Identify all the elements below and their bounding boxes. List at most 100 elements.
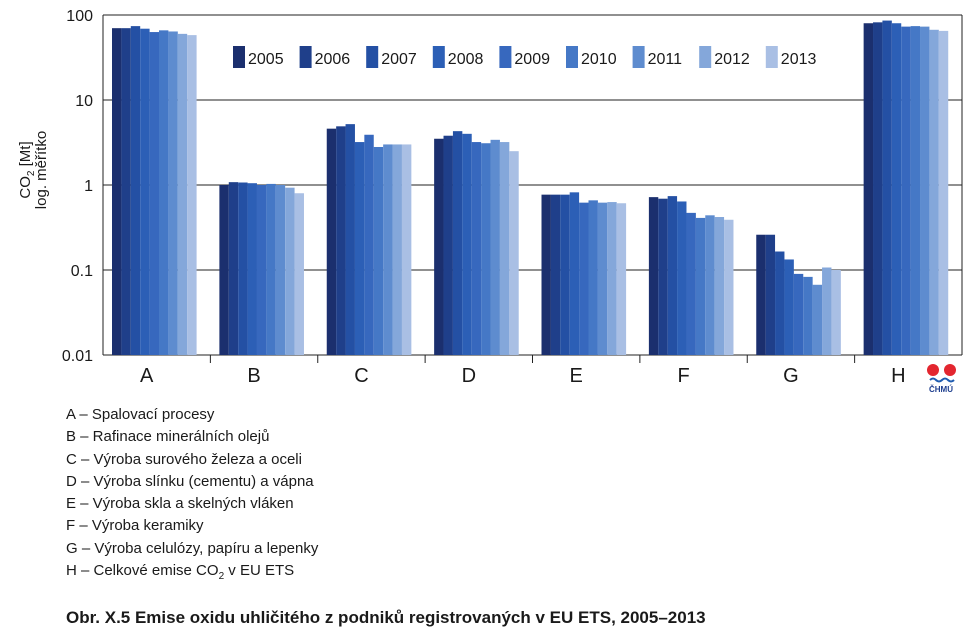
- legend-label: 2013: [781, 51, 817, 68]
- bar-E-2005: [541, 194, 551, 355]
- bar-G-2008: [784, 259, 794, 355]
- bar-F-2012: [714, 217, 725, 355]
- bar-G-2009: [793, 273, 804, 355]
- bar-H-2012: [929, 29, 939, 356]
- category-note: C – Výroba surového železa a oceli: [66, 449, 318, 471]
- y-axis-label-unit: [Mt]: [17, 141, 34, 170]
- legend-swatch-2011: [632, 46, 645, 68]
- bar-D-2011: [490, 139, 500, 355]
- bar-D-2009: [471, 142, 482, 355]
- bar-F-2005: [648, 197, 659, 355]
- category-note-text-after: v EU ETS: [224, 562, 295, 580]
- legend-swatch-2005: [233, 46, 245, 68]
- category-note-text: A – Spalovací procesy: [66, 406, 215, 423]
- bar-H-2011: [920, 26, 930, 356]
- bar-C-2008: [354, 142, 365, 355]
- bar-H-2006: [873, 22, 883, 356]
- bar-F-2011: [705, 215, 715, 355]
- bar-C-2007: [345, 124, 355, 355]
- x-category-label: H: [891, 365, 905, 387]
- bar-A-2012: [177, 33, 188, 356]
- bar-B-2007: [238, 182, 248, 355]
- legend-label: 2007: [381, 51, 417, 68]
- x-category-label: B: [247, 365, 260, 387]
- bar-B-2010: [266, 183, 276, 355]
- bar-B-2012: [285, 187, 295, 355]
- bar-G-2007: [775, 251, 785, 355]
- legend-swatch-2009: [499, 46, 512, 68]
- bar-C-2009: [364, 134, 374, 355]
- logo-text: ČHMÚ: [929, 385, 953, 394]
- category-notes: A – Spalovací procesy B – Rafinace minerá…: [66, 404, 318, 588]
- category-note-text: E – Výroba skla a skelných vláken: [66, 495, 294, 513]
- bar-G-2005: [756, 234, 766, 355]
- y-tick-label: 100: [66, 8, 93, 25]
- bar-B-2006: [228, 182, 239, 355]
- logo-dot-left: [927, 364, 939, 376]
- bar-E-2013: [616, 203, 627, 355]
- category-note-text: B – Rafinace minerálních olejů: [66, 428, 270, 446]
- bar-G-2010: [803, 276, 813, 355]
- bar-C-2006: [336, 126, 346, 355]
- legend-swatch-2006: [299, 46, 312, 68]
- bar-E-2012: [607, 202, 617, 355]
- bar-A-2007: [130, 26, 141, 356]
- y-tick-label: 10: [75, 93, 93, 110]
- category-note: F – Výroba keramiky: [66, 515, 318, 537]
- legend-swatch-2007: [366, 46, 379, 68]
- bar-A-2008: [140, 28, 150, 355]
- x-category-label: E: [570, 365, 583, 387]
- logo-wave: [929, 377, 955, 383]
- bar-E-2006: [550, 194, 561, 355]
- category-note: A – Spalovací procesy: [66, 404, 318, 426]
- bar-H-2009: [901, 26, 911, 356]
- bars: [112, 20, 949, 356]
- x-category-label: C: [354, 365, 368, 387]
- bar-D-2013: [509, 151, 519, 355]
- y-tick-label: 0.01: [62, 348, 93, 365]
- legend-label: 2005: [248, 51, 284, 68]
- bar-E-2007: [560, 194, 570, 355]
- category-note: G – Výroba celulózy, papíru a lepenky: [66, 538, 318, 560]
- bar-D-2010: [481, 143, 491, 355]
- category-note: D – Výroba slínku (cementu) a vápna: [66, 471, 318, 493]
- bar-F-2010: [695, 217, 706, 355]
- bar-E-2009: [579, 202, 589, 355]
- axes: [102, 15, 963, 363]
- legend-label: 2006: [315, 51, 351, 68]
- bar-G-2013: [831, 270, 841, 355]
- bar-H-2008: [891, 23, 902, 356]
- bar-D-2006: [443, 135, 453, 355]
- x-category-label: A: [140, 365, 154, 387]
- bar-B-2011: [275, 185, 286, 355]
- legend-label: 2011: [648, 51, 683, 68]
- bar-D-2008: [462, 133, 472, 355]
- category-note-text: C – Výroba surového železa a oceli: [66, 450, 302, 468]
- bar-D-2005: [434, 138, 444, 355]
- y-tick-labels: 100 10 1 0.1 0.01: [62, 8, 93, 365]
- category-note-subscript: 2: [218, 571, 225, 583]
- bar-F-2008: [677, 201, 687, 355]
- bar-C-2005: [326, 128, 337, 355]
- y-tick-label: 0.1: [71, 263, 93, 280]
- y-axis-label-line2: log. měřítko: [33, 131, 50, 209]
- category-note-text: G – Výroba celulózy, papíru a lepenky: [66, 539, 319, 557]
- bar-H-2010: [910, 26, 921, 356]
- legend-swatch-2013: [765, 46, 778, 68]
- bar-C-2012: [392, 144, 402, 355]
- bar-G-2006: [765, 234, 776, 355]
- bar-H-2005: [863, 23, 874, 356]
- chmu-logo: ČHMÚ: [927, 364, 956, 394]
- bar-F-2009: [686, 212, 696, 355]
- legend-label: 2010: [581, 51, 617, 68]
- bar-A-2011: [168, 31, 178, 355]
- bar-A-2013: [187, 35, 197, 356]
- bar-C-2013: [401, 144, 412, 355]
- bar-F-2007: [667, 196, 678, 355]
- legend-swatch-2010: [566, 46, 578, 68]
- legend-swatch-2012: [699, 46, 712, 68]
- bar-D-2012: [499, 142, 510, 355]
- bar-A-2010: [159, 30, 169, 356]
- bar-A-2006: [121, 28, 131, 355]
